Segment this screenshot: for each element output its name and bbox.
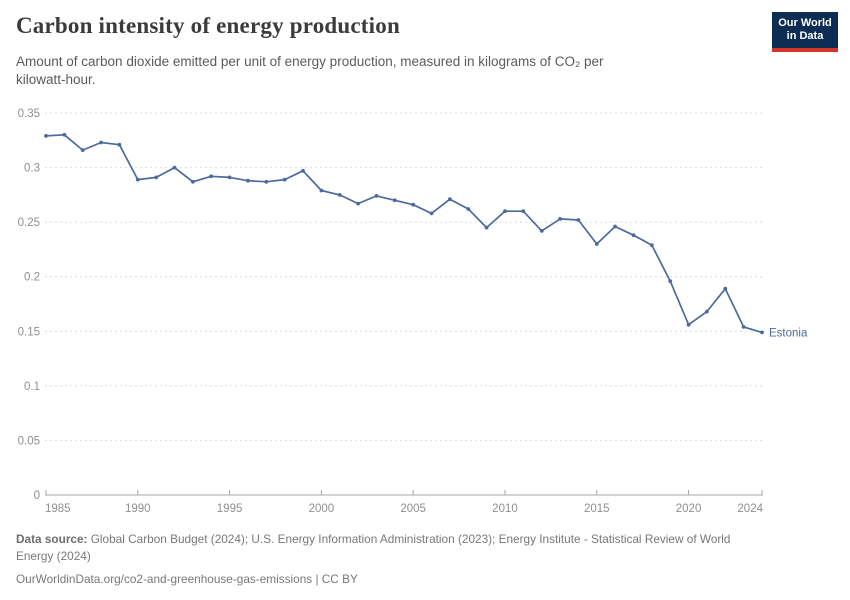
data-point bbox=[62, 132, 67, 137]
x-tick-label: 2024 bbox=[737, 503, 763, 515]
x-tick-label: 2020 bbox=[676, 503, 702, 515]
data-point bbox=[429, 211, 434, 216]
subtitle-line-2: kilowatt-hour. bbox=[16, 72, 96, 87]
data-point bbox=[99, 140, 103, 145]
data-point bbox=[466, 207, 471, 211]
y-tick-label: 0.05 bbox=[18, 435, 40, 447]
owid-logo[interactable]: Our World in Data bbox=[772, 12, 838, 52]
data-point bbox=[191, 179, 195, 184]
y-tick-label: 0.3 bbox=[24, 163, 40, 175]
subtitle-line-1: Amount of carbon dioxide emitted per uni… bbox=[16, 54, 604, 69]
data-point bbox=[521, 209, 526, 214]
x-tick-label: 1990 bbox=[125, 503, 151, 515]
data-point bbox=[117, 142, 122, 147]
data-point bbox=[392, 198, 397, 203]
data-point bbox=[154, 175, 159, 180]
data-point bbox=[411, 202, 416, 207]
data-point bbox=[227, 175, 232, 180]
page-title: Carbon intensity of energy production bbox=[16, 13, 400, 38]
data-point bbox=[668, 279, 673, 283]
data-point bbox=[594, 242, 599, 246]
data-point bbox=[80, 148, 85, 153]
series-label: Estonia bbox=[769, 327, 808, 339]
data-point bbox=[760, 330, 764, 335]
y-tick-label: 0.15 bbox=[18, 326, 40, 338]
footer-link[interactable]: OurWorldinData.org/co2-and-greenhouse-ga… bbox=[16, 572, 358, 586]
data-point bbox=[246, 178, 250, 183]
data-point bbox=[282, 177, 287, 182]
data-point bbox=[686, 322, 691, 327]
page-subtitle: Amount of carbon dioxide emitted per uni… bbox=[16, 53, 716, 89]
data-point bbox=[631, 233, 636, 238]
data-line bbox=[45, 133, 763, 334]
data-point bbox=[264, 179, 269, 184]
x-tick-label: 2015 bbox=[584, 503, 610, 515]
data-point bbox=[209, 174, 214, 179]
data-point bbox=[539, 229, 544, 233]
data-point bbox=[576, 218, 581, 222]
data-point bbox=[723, 286, 728, 291]
data-point bbox=[44, 134, 48, 138]
datasource-line-2: Energy (2024) bbox=[16, 549, 91, 563]
x-tick-label: 2000 bbox=[309, 503, 335, 515]
data-point bbox=[558, 217, 562, 221]
y-tick-label: 0.1 bbox=[24, 381, 40, 393]
x-tick-label: 1995 bbox=[217, 503, 243, 515]
data-point bbox=[649, 243, 654, 248]
x-tick-label: 2010 bbox=[492, 503, 518, 515]
data-point bbox=[374, 194, 379, 198]
data-point bbox=[301, 168, 305, 173]
data-point bbox=[319, 188, 324, 193]
owid-logo-line2: in Data bbox=[786, 30, 824, 42]
owid-logo-line1: Our World bbox=[778, 17, 832, 29]
chart-canvas: 0 0.05 0.1 0.15 0.2 0.25 0.3 0.35 1985 1990 1995 20… bbox=[18, 108, 808, 515]
data-point bbox=[356, 201, 360, 206]
data-point bbox=[705, 309, 709, 314]
chart-footer: Data source: Global Carbon Budget (2024)… bbox=[16, 531, 828, 588]
data-point bbox=[172, 165, 177, 170]
data-point bbox=[741, 325, 746, 329]
y-tick-label: 0.35 bbox=[18, 108, 40, 120]
data-point bbox=[613, 224, 617, 229]
x-tick-label: 1985 bbox=[45, 503, 71, 515]
x-tick-label: 2005 bbox=[400, 503, 426, 515]
datasource-label: Data source: bbox=[16, 532, 88, 546]
y-tick-label: 0.2 bbox=[24, 272, 40, 284]
data-point bbox=[448, 197, 452, 202]
datasource-line: Data source: Global Carbon Budget (2024)… bbox=[16, 531, 828, 548]
data-point bbox=[503, 209, 507, 214]
data-point bbox=[135, 177, 140, 182]
data-point bbox=[337, 193, 342, 197]
y-tick-label: 0.25 bbox=[18, 217, 40, 229]
datasource-text: Global Carbon Budget (2024); U.S. Energy… bbox=[87, 532, 731, 546]
y-tick-label: 0 bbox=[34, 490, 40, 502]
data-point bbox=[484, 225, 489, 230]
